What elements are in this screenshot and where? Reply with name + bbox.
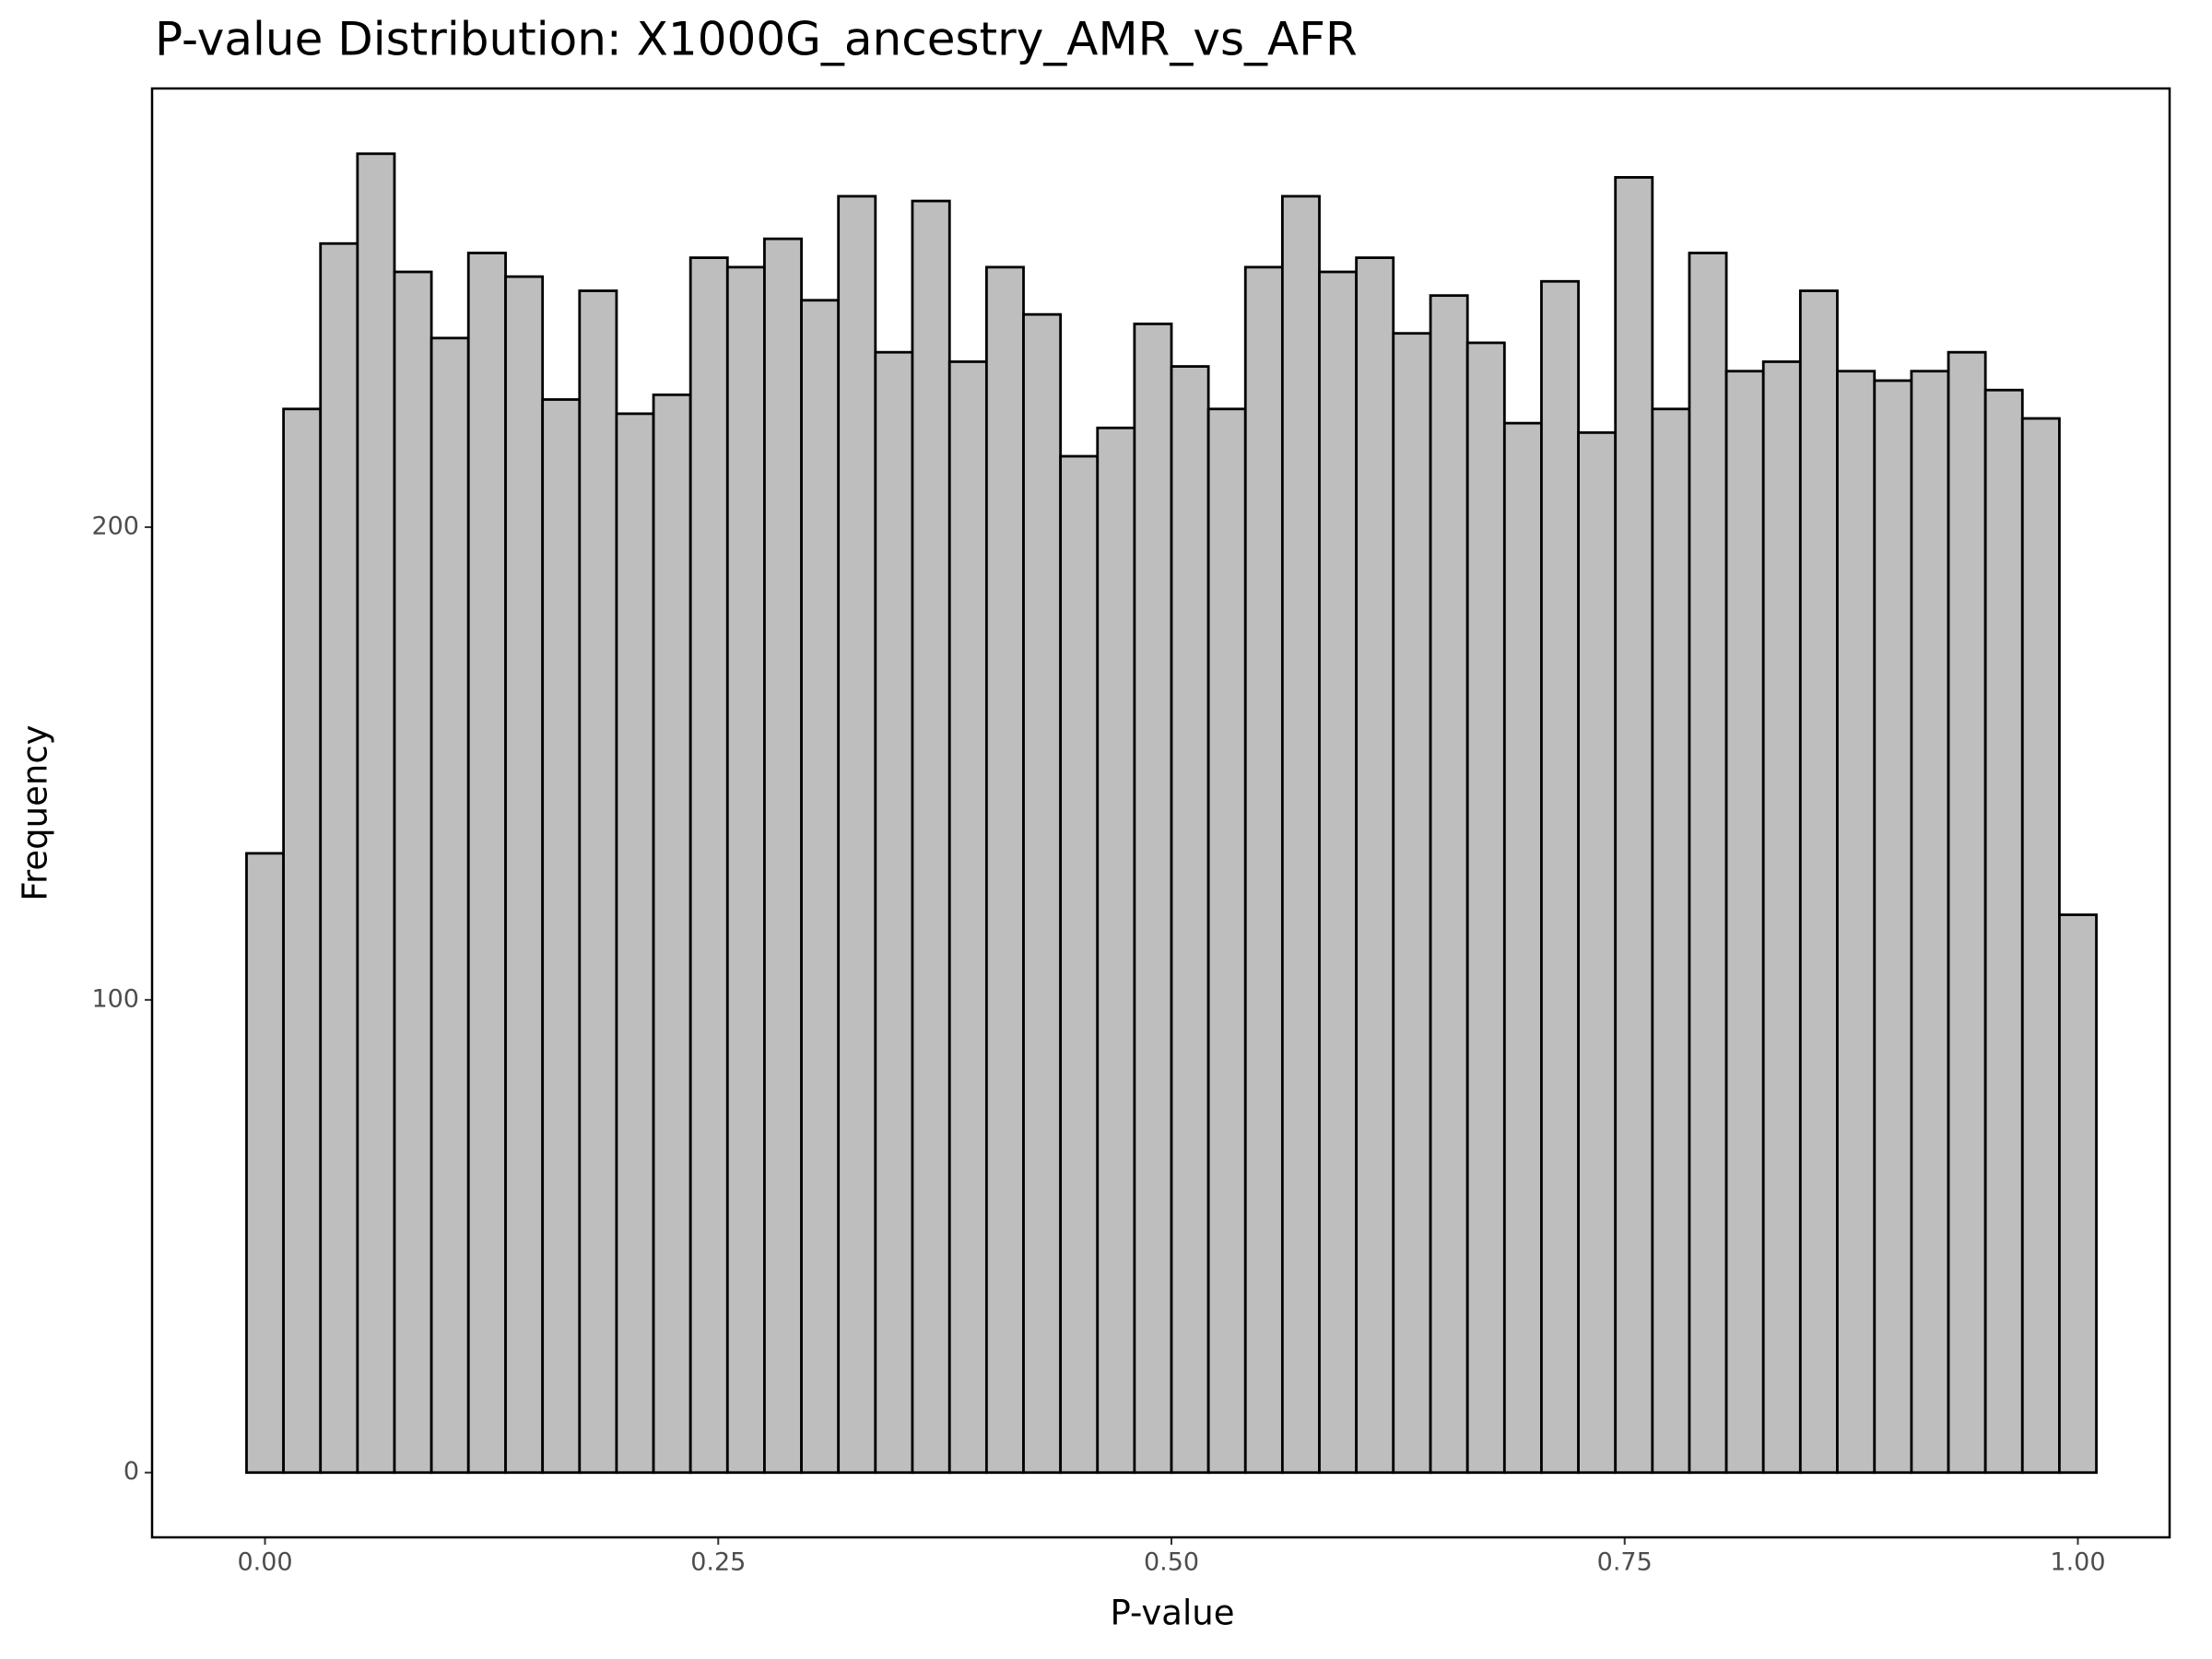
bar (282, 407, 323, 1475)
bar (874, 350, 914, 1475)
bar (615, 412, 655, 1475)
bar (837, 194, 877, 1475)
bar (1059, 454, 1100, 1475)
bar (1947, 350, 1987, 1475)
bar (800, 299, 841, 1475)
bar (541, 398, 582, 1475)
x-tick-label: 1.00 (2050, 1548, 2105, 1577)
bar (1206, 407, 1247, 1475)
bar (1798, 289, 1839, 1475)
bar (319, 241, 359, 1475)
x-tick-label: 0.50 (1144, 1548, 1199, 1577)
bar (947, 360, 988, 1475)
bar (1910, 370, 1950, 1475)
bar (1022, 312, 1063, 1475)
x-tick-label: 0.25 (690, 1548, 746, 1577)
y-tick-label: 100 (91, 984, 139, 1013)
bar (911, 199, 951, 1475)
bar (984, 265, 1025, 1475)
bar (2058, 913, 2098, 1475)
bar (1540, 279, 1580, 1475)
bar (1761, 360, 1802, 1475)
plot-border (150, 87, 2171, 1539)
bar (245, 852, 286, 1475)
bar (1429, 294, 1469, 1475)
bar (1983, 388, 2024, 1475)
bar (1392, 332, 1432, 1475)
bar (1465, 341, 1506, 1475)
bar (1318, 270, 1359, 1475)
y-tick-label: 0 (124, 1457, 139, 1486)
y-axis-title: Frequency (16, 724, 55, 900)
chart-title: P-value Distribution: X1000G_ancestry_AM… (155, 13, 1358, 66)
bar (763, 237, 803, 1475)
bar (429, 336, 470, 1475)
bar (1577, 430, 1618, 1475)
x-axis-title: P-value (1111, 1594, 1235, 1633)
bar (1502, 421, 1543, 1475)
bar (1688, 252, 1728, 1475)
bar (393, 270, 433, 1475)
bar (725, 265, 766, 1475)
bar (2020, 417, 2061, 1475)
bar (466, 252, 507, 1475)
bar (1133, 323, 1173, 1475)
bar (578, 289, 618, 1475)
bar (652, 393, 692, 1475)
bar (1096, 426, 1136, 1475)
bar (504, 275, 545, 1475)
bar (1170, 365, 1210, 1475)
bar (1243, 265, 1284, 1475)
bar (1614, 176, 1654, 1475)
y-tick-label: 200 (91, 512, 139, 540)
bar (356, 152, 396, 1475)
bar (1836, 370, 1877, 1475)
bar (1873, 379, 1913, 1475)
x-tick-label: 0.00 (237, 1548, 292, 1577)
bar (1651, 407, 1691, 1475)
x-tick-label: 0.75 (1597, 1548, 1653, 1577)
bar (1724, 370, 1765, 1475)
bar (1355, 256, 1395, 1475)
bar (1280, 194, 1321, 1475)
bar (688, 256, 729, 1475)
